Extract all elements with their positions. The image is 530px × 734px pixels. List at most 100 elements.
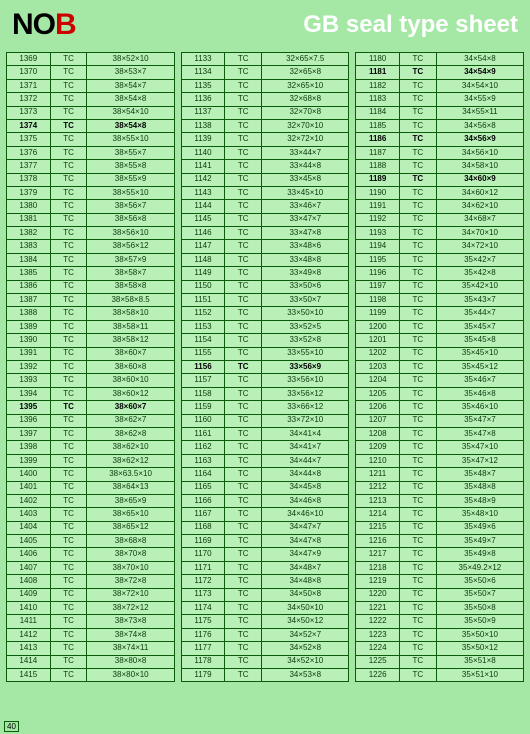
cell-type: TC	[225, 227, 262, 240]
cell-id: 1213	[356, 494, 400, 507]
table-row: 1141TC33×44×8	[181, 160, 349, 173]
cell-type: TC	[50, 93, 87, 106]
cell-size: 38×55×10	[87, 186, 174, 199]
cell-type: TC	[225, 146, 262, 159]
cell-size: 38×55×9	[87, 173, 174, 186]
table-row: 1414TC38×80×8	[7, 655, 175, 668]
cell-type: TC	[225, 535, 262, 548]
cell-id: 1148	[181, 253, 225, 266]
cell-id: 1179	[181, 668, 225, 681]
cell-id: 1385	[7, 267, 51, 280]
table-row: 1175TC34×50×12	[181, 615, 349, 628]
cell-type: TC	[225, 602, 262, 615]
table-row: 1155TC33×55×10	[181, 347, 349, 360]
cell-size: 34×48×8	[262, 575, 349, 588]
table-row: 1133TC32×65×7.5	[181, 53, 349, 66]
cell-id: 1150	[181, 280, 225, 293]
cell-id: 1190	[356, 186, 400, 199]
cell-size: 35×48×9	[436, 494, 523, 507]
cell-type: TC	[399, 668, 436, 681]
cell-type: TC	[225, 307, 262, 320]
cell-type: TC	[50, 374, 87, 387]
cell-size: 34×50×8	[262, 588, 349, 601]
table-row: 1150TC33×50×6	[181, 280, 349, 293]
table-row: 1226TC35×51×10	[356, 668, 524, 681]
table-row: 1405TC38×68×8	[7, 535, 175, 548]
cell-type: TC	[50, 427, 87, 440]
cell-type: TC	[50, 588, 87, 601]
cell-size: 38×54×8	[87, 119, 174, 132]
cell-id: 1414	[7, 655, 51, 668]
cell-type: TC	[225, 401, 262, 414]
cell-type: TC	[50, 642, 87, 655]
cell-type: TC	[50, 186, 87, 199]
cell-size: 34×54×8	[436, 53, 523, 66]
table-row: 1194TC34×72×10	[356, 240, 524, 253]
cell-type: TC	[225, 280, 262, 293]
table-row: 1165TC34×45×8	[181, 481, 349, 494]
cell-type: TC	[399, 441, 436, 454]
cell-id: 1223	[356, 628, 400, 641]
cell-type: TC	[399, 253, 436, 266]
cell-id: 1411	[7, 615, 51, 628]
cell-type: TC	[225, 441, 262, 454]
cell-id: 1401	[7, 481, 51, 494]
table-row: 1221TC35×50×8	[356, 602, 524, 615]
cell-type: TC	[225, 79, 262, 92]
cell-size: 35×51×10	[436, 668, 523, 681]
cell-size: 33×50×7	[262, 294, 349, 307]
table-row: 1200TC35×45×7	[356, 320, 524, 333]
cell-type: TC	[399, 615, 436, 628]
table-row: 1188TC34×58×10	[356, 160, 524, 173]
table-row: 1381TC38×56×8	[7, 213, 175, 226]
table-row: 1195TC35×42×7	[356, 253, 524, 266]
cell-size: 33×47×8	[262, 227, 349, 240]
cell-size: 38×53×7	[87, 66, 174, 79]
table-row: 1161TC34×41×4	[181, 427, 349, 440]
cell-type: TC	[399, 119, 436, 132]
cell-size: 35×50×9	[436, 615, 523, 628]
cell-type: TC	[225, 414, 262, 427]
cell-size: 35×48×10	[436, 508, 523, 521]
table-row: 1386TC38×58×8	[7, 280, 175, 293]
cell-id: 1224	[356, 642, 400, 655]
cell-type: TC	[225, 427, 262, 440]
table-row: 1390TC38×58×12	[7, 334, 175, 347]
cell-size: 32×65×8	[262, 66, 349, 79]
table-row: 1176TC34×52×7	[181, 628, 349, 641]
cell-type: TC	[399, 79, 436, 92]
cell-size: 34×56×8	[436, 119, 523, 132]
cell-id: 1192	[356, 213, 400, 226]
cell-id: 1222	[356, 615, 400, 628]
cell-size: 38×58×11	[87, 320, 174, 333]
cell-id: 1200	[356, 320, 400, 333]
cell-size: 38×62×12	[87, 454, 174, 467]
cell-size: 38×56×7	[87, 200, 174, 213]
cell-type: TC	[50, 66, 87, 79]
cell-type: TC	[50, 454, 87, 467]
cell-id: 1219	[356, 575, 400, 588]
cell-type: TC	[50, 160, 87, 173]
table-row: 1163TC34×44×7	[181, 454, 349, 467]
cell-type: TC	[50, 280, 87, 293]
cell-id: 1394	[7, 387, 51, 400]
cell-size: 34×54×10	[436, 79, 523, 92]
table-row: 1169TC34×47×8	[181, 535, 349, 548]
table-row: 1151TC33×50×7	[181, 294, 349, 307]
cell-size: 33×48×8	[262, 253, 349, 266]
cell-id: 1403	[7, 508, 51, 521]
table-row: 1185TC34×56×8	[356, 119, 524, 132]
table-row: 1413TC38×74×11	[7, 642, 175, 655]
cell-type: TC	[225, 66, 262, 79]
cell-id: 1370	[7, 66, 51, 79]
cell-type: TC	[225, 200, 262, 213]
cell-size: 38×58×10	[87, 307, 174, 320]
cell-id: 1153	[181, 320, 225, 333]
cell-size: 35×44×7	[436, 307, 523, 320]
table-row: 1196TC35×42×8	[356, 267, 524, 280]
cell-id: 1220	[356, 588, 400, 601]
table-row: 1375TC38×55×10	[7, 133, 175, 146]
table-row: 1206TC35×46×10	[356, 401, 524, 414]
cell-type: TC	[399, 628, 436, 641]
table-row: 1156TC33×56×9	[181, 360, 349, 373]
